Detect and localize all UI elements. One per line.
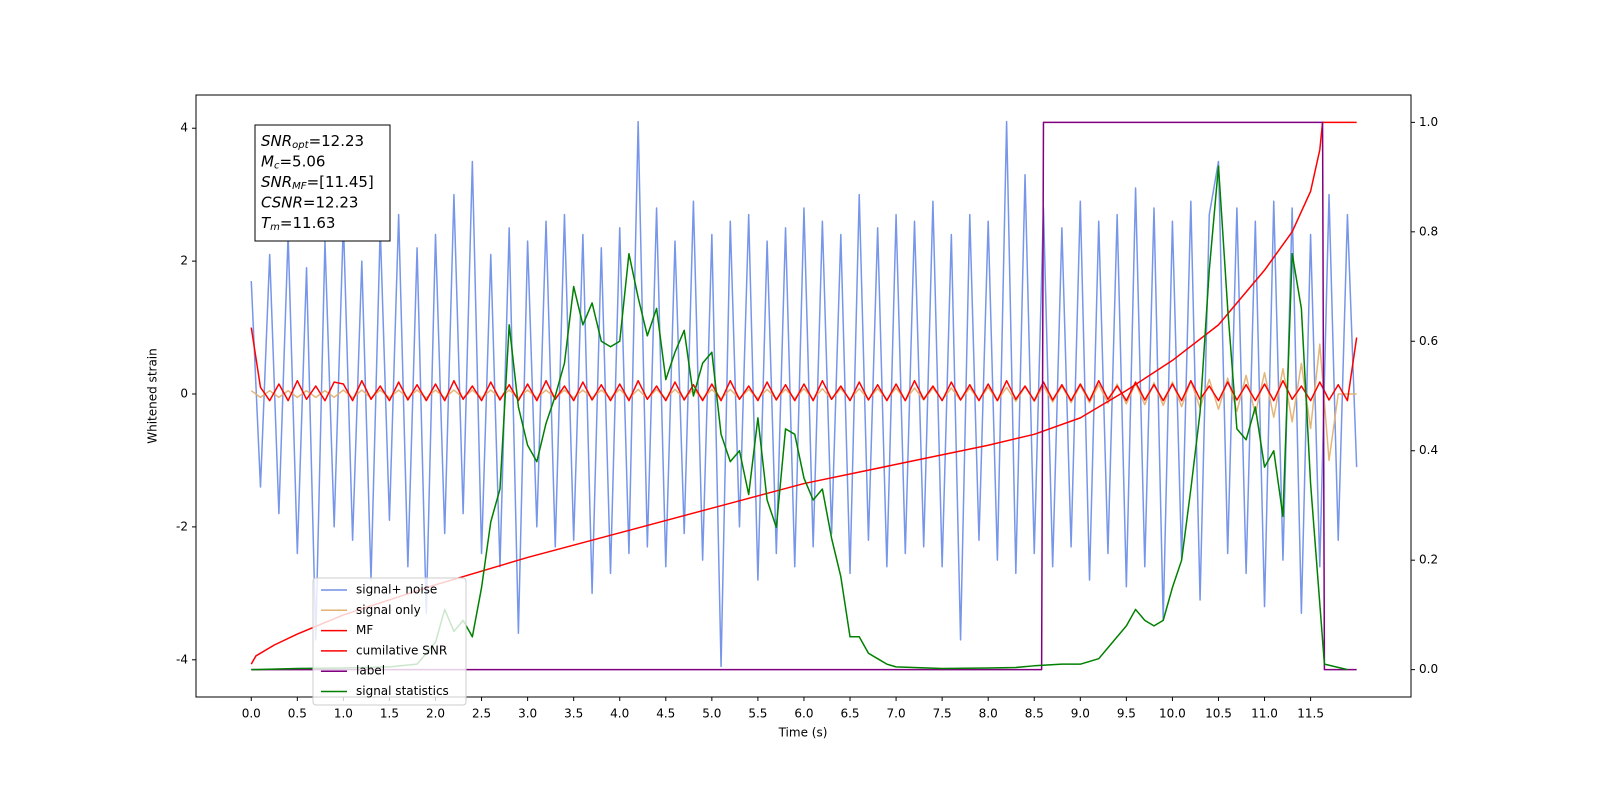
y-tick-label: -4 (176, 652, 188, 666)
legend-label: signal+ noise (356, 583, 437, 597)
x-tick-label: 0.0 (242, 707, 261, 721)
y-tick-label: 4 (180, 121, 188, 135)
x-tick-label: 11.0 (1251, 707, 1278, 721)
annotation-symbol: SNR (261, 132, 292, 150)
x-tick-label: 0.5 (288, 707, 307, 721)
annotation-text: =12.23 (303, 193, 359, 211)
legend-label: signal statistics (356, 684, 449, 698)
x-tick-label: 9.0 (1071, 707, 1090, 721)
annotation: SNRopt=12.23 (261, 132, 364, 152)
annotation-text: =[11.45] (307, 173, 374, 191)
x-tick-label: 6.0 (794, 707, 813, 721)
x-tick-label: 9.5 (1117, 707, 1136, 721)
annotation: SNRMF=[11.45] (261, 173, 374, 193)
annotation-symbol: CSNR (261, 193, 303, 211)
y2-tick-label: 0.6 (1419, 334, 1438, 348)
x-tick-label: 6.5 (840, 707, 859, 721)
x-tick-label: 2.5 (472, 707, 491, 721)
y2-tick-label: 0.4 (1419, 443, 1438, 457)
y-axis-label: Whitened strain (146, 348, 160, 444)
x-axis-label: Time (s) (778, 726, 828, 740)
legend-box (312, 577, 467, 706)
annotation-symbol: SNR (261, 173, 292, 191)
legend-label: label (356, 664, 385, 678)
x-tick-label: 5.0 (702, 707, 721, 721)
series-line (250, 343, 1357, 462)
annotation-symbol: T (261, 214, 272, 232)
x-tick-label: 10.5 (1205, 707, 1232, 721)
annotation-subscript: MF (292, 181, 307, 192)
x-tick-label: 3.5 (564, 707, 583, 721)
annotation-text: =11.63 (280, 214, 336, 232)
x-tick-label: 1.0 (334, 707, 353, 721)
annotation-box (254, 124, 391, 242)
series-line (251, 121, 1357, 671)
annotation-symbol: M (261, 152, 274, 170)
annotation-text: =5.06 (279, 152, 325, 170)
y-tick-label: 0 (180, 387, 188, 401)
x-tick-label: 2.0 (426, 707, 445, 721)
x-tick-label: 4.5 (656, 707, 675, 721)
y-tick-label: -2 (176, 519, 188, 533)
x-tick-label: 3.0 (518, 707, 537, 721)
series-line (250, 327, 1358, 402)
x-tick-label: 7.5 (933, 707, 952, 721)
series-line (251, 165, 1348, 671)
x-tick-label: 10.0 (1159, 707, 1186, 721)
x-tick-label: 5.5 (748, 707, 767, 721)
y2-tick-label: 1.0 (1419, 115, 1438, 129)
annotation-subscript: c (274, 161, 280, 172)
overlay: 0.0 0.5 1.0 1.5 2.0 2.5 3.0 3.5 4.0 4.5 5.0 5.5 6.0 6… (176, 115, 1438, 721)
annotation-text: =12.23 (309, 132, 365, 150)
annotation: CSNR=12.23 (261, 193, 358, 211)
x-tick-label: 8.5 (1025, 707, 1044, 721)
legend-label: MF (356, 623, 373, 637)
x-tick-label: 11.5 (1297, 707, 1324, 721)
series-line (250, 120, 1358, 668)
x-tick-label: 4.0 (610, 707, 629, 721)
legend-label: cumilative SNR (356, 643, 447, 657)
y2-tick-label: 0.2 (1419, 553, 1438, 567)
y2-tick-label: 0.8 (1419, 224, 1438, 238)
x-tick-label: 1.5 (380, 707, 399, 721)
y-tick-label: 2 (180, 254, 188, 268)
annotation: Tm=11.63 (261, 214, 335, 234)
annotation: Mc=5.06 (261, 152, 325, 172)
annotation-subscript: opt (292, 140, 309, 151)
legend-label: signal only (356, 603, 421, 617)
y2-tick-label: 0.0 (1419, 662, 1438, 676)
annotation-subscript: m (270, 222, 280, 233)
x-tick-label: 7.0 (887, 707, 906, 721)
x-tick-label: 8.0 (979, 707, 998, 721)
